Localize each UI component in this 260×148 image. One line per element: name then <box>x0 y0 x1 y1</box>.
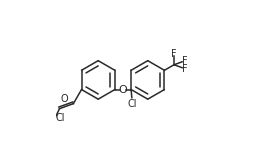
Text: F: F <box>182 64 187 74</box>
Text: O: O <box>60 94 68 104</box>
Text: O: O <box>119 85 127 95</box>
Text: Cl: Cl <box>56 113 66 123</box>
Text: F: F <box>171 49 177 58</box>
Text: F: F <box>182 56 187 66</box>
Text: Cl: Cl <box>127 99 136 109</box>
